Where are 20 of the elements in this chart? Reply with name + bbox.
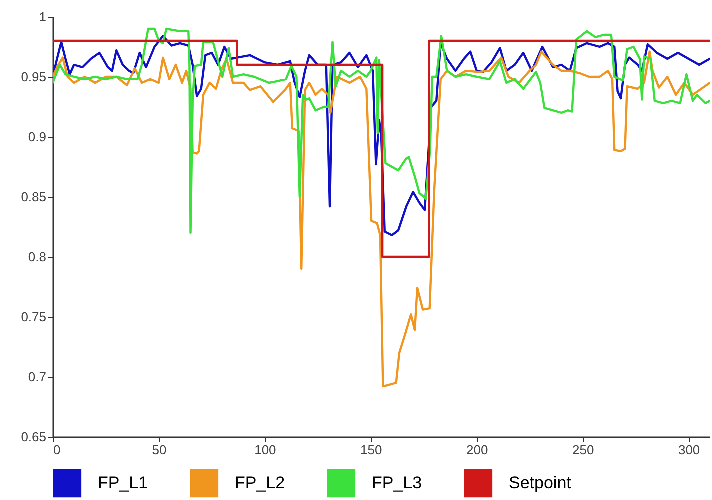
x-tick-label: 250 [572,442,594,458]
y-tick-label: 0.65 [21,430,46,444]
line-series [53,50,710,388]
x-tick-label: 100 [254,442,276,458]
y-tick-label: 0.75 [21,310,46,324]
y-tick-label: 0.9 [28,130,46,144]
x-tick-label: 200 [466,442,488,458]
legend-label: FP_L2 [235,474,286,492]
x-tick-label: 150 [360,442,382,458]
y-tick-label: 1 [39,10,46,24]
legend-label: FP_L1 [98,474,148,492]
y-tick-label: 0.85 [21,190,46,204]
legend-label: Setpoint [509,474,572,492]
x-tick-label: 300 [678,442,700,458]
y-tick-label: 0.7 [28,370,46,384]
y-tick-label: 0.95 [21,70,46,84]
legend-label: FP_L3 [372,474,422,492]
x-tick-label: 50 [152,442,167,458]
y-tick-label: 0.8 [28,250,46,264]
x-tick-label: 0 [54,442,61,458]
